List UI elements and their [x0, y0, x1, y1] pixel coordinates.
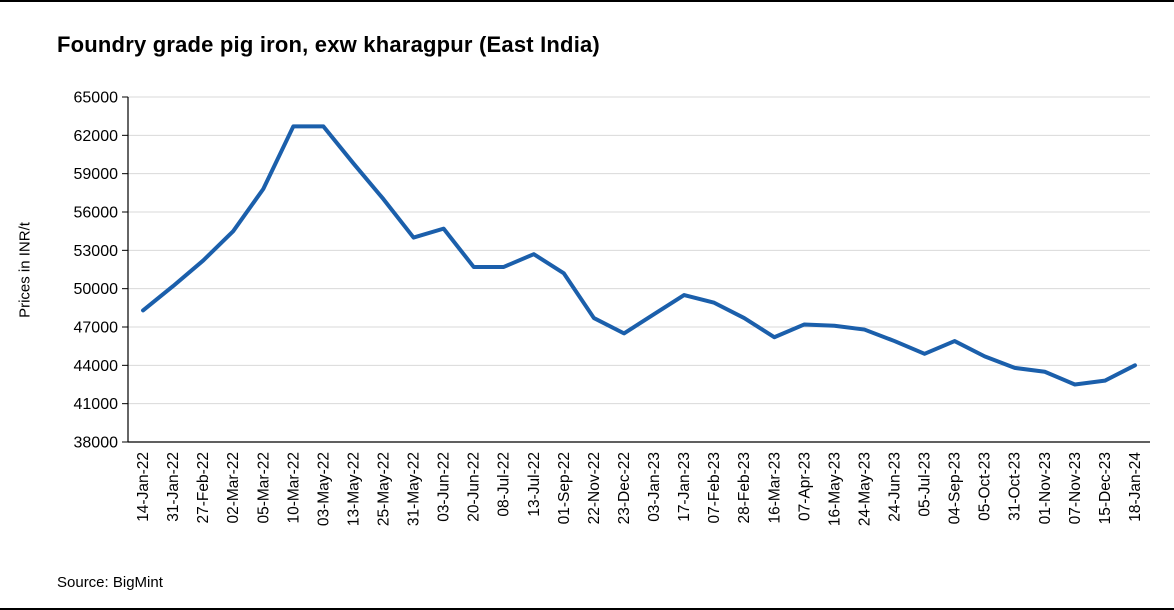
x-tick-label: 02-Mar-22 — [225, 452, 242, 524]
y-tick-label: 53000 — [74, 243, 119, 260]
x-tick-label: 07-Apr-23 — [796, 452, 813, 521]
x-tick-label: 17-Jan-23 — [676, 452, 693, 522]
x-tick-label: 27-Feb-22 — [195, 452, 212, 524]
x-tick-label: 07-Feb-23 — [706, 452, 723, 524]
x-tick-label: 16-May-23 — [826, 452, 843, 526]
x-tick-label: 01-Nov-23 — [1037, 452, 1054, 524]
y-tick-label: 59000 — [74, 166, 119, 183]
x-tick-label: 22-Nov-22 — [586, 452, 603, 524]
x-tick-label: 24-Jun-23 — [887, 452, 904, 522]
source-note: Source: BigMint — [57, 574, 163, 591]
x-tick-label: 13-Jul-22 — [526, 452, 543, 517]
x-tick-label: 31-Jan-22 — [165, 452, 182, 522]
y-tick-label: 56000 — [74, 205, 119, 222]
x-tick-label: 05-Mar-22 — [255, 452, 272, 524]
x-tick-label: 01-Sep-22 — [556, 452, 573, 524]
x-tick-label: 03-May-22 — [315, 452, 332, 526]
y-tick-label: 44000 — [74, 358, 119, 375]
x-tick-label: 18-Jan-24 — [1127, 452, 1144, 522]
chart-title: Foundry grade pig iron, exw kharagpur (E… — [57, 32, 600, 57]
y-tick-label: 38000 — [74, 435, 119, 452]
x-tick-label: 04-Sep-23 — [947, 452, 964, 524]
x-tick-label: 24-May-23 — [856, 452, 873, 526]
x-tick-label: 13-May-22 — [345, 452, 362, 526]
x-tick-label: 03-Jan-23 — [646, 452, 663, 522]
x-tick-label: 14-Jan-22 — [135, 452, 152, 522]
x-tick-label: 15-Dec-23 — [1097, 452, 1114, 524]
x-tick-label: 25-May-22 — [376, 452, 393, 526]
x-tick-label: 31-May-22 — [406, 452, 423, 526]
x-tick-label: 16-Mar-23 — [766, 452, 783, 524]
x-tick-label: 10-Mar-22 — [285, 452, 302, 524]
x-tick-label: 31-Oct-23 — [1007, 452, 1024, 521]
price-line-series — [141, 124, 1137, 387]
x-tick-label: 08-Jul-22 — [496, 452, 513, 517]
x-tick-label: 20-Jun-22 — [466, 452, 483, 522]
y-tick-label: 65000 — [74, 90, 119, 107]
y-tick-label: 41000 — [74, 396, 119, 413]
x-tick-label: 03-Jun-22 — [436, 452, 453, 522]
x-tick-label: 23-Dec-22 — [616, 452, 633, 524]
y-tick-label: 50000 — [74, 281, 119, 298]
x-tick-label: 28-Feb-23 — [736, 452, 753, 524]
x-tick-label: 05-Jul-23 — [917, 452, 934, 517]
x-tick-label: 07-Nov-23 — [1067, 452, 1084, 524]
x-tick-label: 05-Oct-23 — [977, 452, 994, 521]
y-tick-label: 62000 — [74, 128, 119, 145]
y-tick-label: 47000 — [74, 320, 119, 337]
